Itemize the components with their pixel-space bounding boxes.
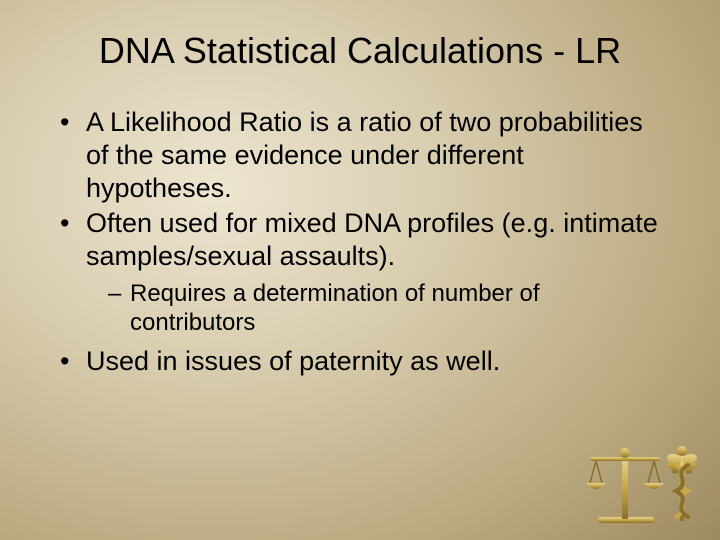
list-item: A Likelihood Ratio is a ratio of two pro… [56,106,664,205]
page-title: DNA Statistical Calculations - LR [0,0,720,72]
list-item: Often used for mixed DNA profiles (e.g. … [56,207,664,337]
bullet-text: Often used for mixed DNA profiles (e.g. … [86,208,658,271]
sub-bullet-list: Requires a determination of number of co… [86,279,664,338]
bullet-text: Used in issues of paternity as well. [86,346,500,376]
bullet-list: A Likelihood Ratio is a ratio of two pro… [56,106,664,378]
list-item: Used in issues of paternity as well. [56,345,664,378]
bullet-text: Requires a determination of number of co… [130,280,540,336]
scales-caduceus-icon [580,435,710,530]
bullet-text: A Likelihood Ratio is a ratio of two pro… [86,107,643,203]
list-item: Requires a determination of number of co… [86,279,664,338]
slide-body: A Likelihood Ratio is a ratio of two pro… [0,72,720,378]
